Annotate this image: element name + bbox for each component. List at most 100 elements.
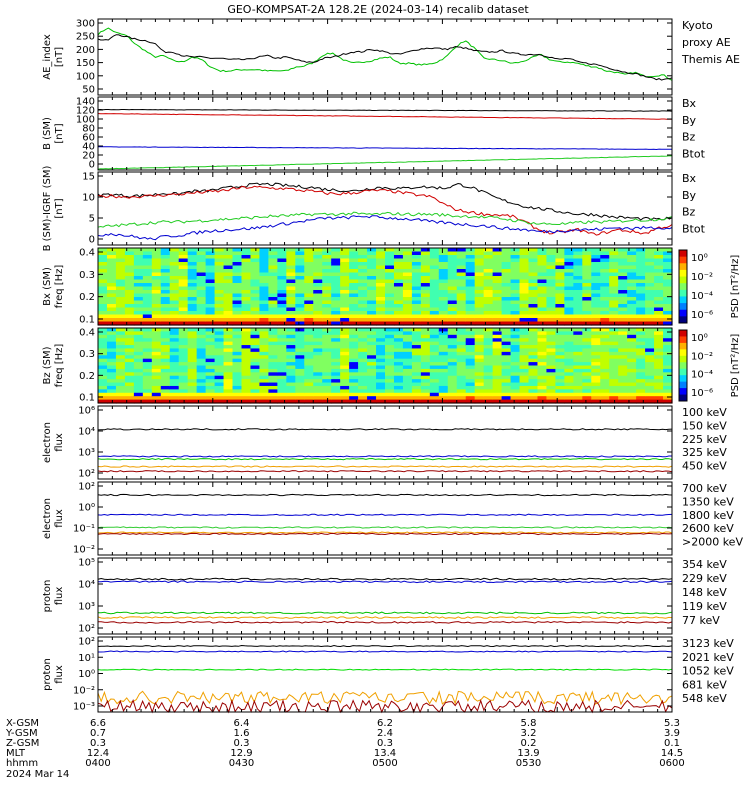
heatmap-cell	[340, 304, 350, 309]
heatmap-cell	[187, 348, 198, 353]
heatmap-cell	[178, 279, 189, 284]
heatmap-cell	[537, 248, 548, 253]
heatmap-cell	[564, 396, 574, 401]
y-tick-label: 10⁴	[78, 580, 95, 591]
heatmap-cell	[196, 269, 207, 274]
heatmap-cell	[349, 251, 359, 256]
heatmap-cell	[636, 262, 646, 267]
heatmap-cell	[546, 334, 557, 339]
heatmap-cell	[304, 321, 314, 326]
heatmap-cell	[322, 365, 332, 370]
heatmap-cell	[313, 334, 323, 339]
heatmap-cell	[582, 269, 592, 274]
colorbar-segment	[679, 330, 687, 337]
heatmap-cell	[474, 262, 485, 267]
heatmap-cell	[331, 372, 341, 377]
heatmap-cell	[259, 311, 270, 316]
heatmap-cell	[627, 382, 637, 387]
heatmap-cell	[465, 293, 476, 298]
heatmap-cell	[268, 318, 278, 323]
heatmap-cell	[555, 314, 565, 319]
heatmap-cell	[555, 300, 565, 305]
heatmap-cell	[367, 372, 377, 377]
heatmap-cell	[367, 290, 377, 295]
heatmap-cell	[429, 248, 440, 253]
heatmap-cell	[331, 297, 341, 302]
heatmap-cell	[196, 396, 207, 401]
heatmap-cell	[582, 385, 592, 390]
heatmap-cell	[151, 255, 162, 260]
heatmap-cell	[349, 362, 359, 367]
heatmap-cell	[627, 385, 637, 390]
heatmap-cell	[178, 331, 189, 336]
heatmap-cell	[402, 279, 413, 284]
heatmap-cell	[160, 328, 171, 333]
heatmap-cell	[367, 341, 377, 346]
heatmap-cell	[465, 338, 476, 343]
heatmap-cell	[214, 362, 225, 367]
legend-entry: >2000 keV	[682, 536, 743, 549]
legend-entry: proxy AE	[682, 36, 731, 49]
heatmap-cell	[663, 290, 673, 295]
heatmap-cell	[636, 375, 646, 380]
heatmap-cell	[582, 251, 592, 256]
heatmap-cell	[277, 341, 287, 346]
heatmap-cell	[483, 399, 494, 404]
heatmap-cell	[196, 358, 207, 363]
heatmap-cell	[546, 276, 557, 281]
heatmap-cell	[250, 272, 261, 277]
heatmap-cell	[232, 348, 243, 353]
ephemeris-value: 0.3	[90, 738, 106, 749]
heatmap-cell	[349, 341, 359, 346]
heatmap-cell	[250, 375, 261, 380]
heatmap-cell	[115, 248, 126, 253]
heatmap-cell	[196, 318, 207, 323]
heatmap-cell	[106, 331, 117, 336]
heatmap-cell	[322, 272, 332, 277]
heatmap-cell	[106, 248, 117, 253]
heatmap-cell	[411, 248, 422, 253]
heatmap-cell	[241, 304, 252, 309]
heatmap-cell	[250, 297, 261, 302]
heatmap-cell	[411, 283, 422, 288]
heatmap-cell	[295, 385, 305, 390]
heatmap-cell	[358, 321, 368, 326]
heatmap-cell	[142, 283, 153, 288]
heatmap-cell	[447, 328, 458, 333]
heatmap-cell	[483, 300, 494, 305]
heatmap-cell	[519, 345, 530, 350]
heatmap-cell	[456, 389, 467, 394]
heatmap-cell	[133, 365, 144, 370]
heatmap-cell	[151, 276, 162, 281]
heatmap-cell	[420, 321, 431, 326]
heatmap-cell	[411, 262, 422, 267]
heatmap-cell	[654, 399, 664, 404]
heatmap-cell	[429, 375, 440, 380]
heatmap-cell	[160, 258, 171, 263]
heatmap-cell	[663, 265, 673, 270]
heatmap-cell	[546, 362, 557, 367]
heatmap-cell	[645, 251, 655, 256]
heatmap-cell	[447, 307, 458, 312]
heatmap-cell	[438, 392, 449, 397]
heatmap-cell	[205, 355, 216, 360]
heatmap-cell	[241, 368, 252, 373]
heatmap-cell	[573, 375, 583, 380]
heatmap-cell	[223, 297, 234, 302]
heatmap-cell	[582, 297, 592, 302]
heatmap-cell	[573, 351, 583, 356]
heatmap-cell	[510, 300, 521, 305]
heatmap-cell	[429, 265, 440, 270]
heatmap-cell	[447, 276, 458, 281]
heatmap-cell	[456, 348, 467, 353]
heatmap-cell	[187, 368, 198, 373]
heatmap-cell	[223, 314, 234, 319]
heatmap-cell	[98, 362, 108, 367]
heatmap-cell	[519, 375, 530, 380]
heatmap-cell	[429, 345, 440, 350]
heatmap-cell	[124, 307, 135, 312]
heatmap-cell	[663, 293, 673, 298]
heatmap-cell	[573, 372, 583, 377]
heatmap-cell	[474, 304, 485, 309]
heatmap-cell	[124, 290, 135, 295]
